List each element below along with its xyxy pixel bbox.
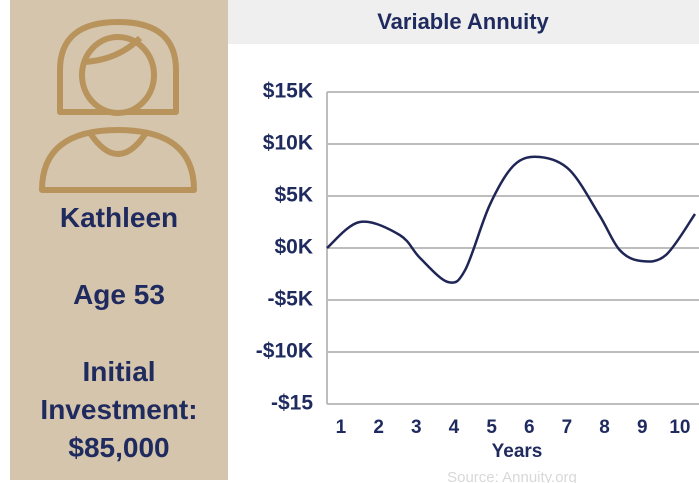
y-tick-label: $0K xyxy=(274,236,313,259)
x-tick-label: 4 xyxy=(449,417,460,438)
y-tick-label: $5K xyxy=(274,184,313,207)
x-tick-label: 3 xyxy=(411,417,422,438)
line xyxy=(326,155,697,284)
y-tick-label: -$10K xyxy=(256,340,313,363)
y-tick-label: $15K xyxy=(263,80,313,103)
investment-label: Initial Investment: xyxy=(40,356,198,425)
chart-title: Variable Annuity xyxy=(377,9,549,34)
x-tick-label: 6 xyxy=(524,417,535,438)
x-axis-label: Years xyxy=(492,441,543,462)
x-tick-label: 5 xyxy=(486,417,497,438)
x-tick-label: 9 xyxy=(637,417,648,438)
x-tick-label: 10 xyxy=(669,417,690,438)
y-tick-label: $10K xyxy=(263,132,313,155)
x-tick-label: 1 xyxy=(336,417,347,438)
name: Kathleen xyxy=(59,202,179,233)
x-tick-label: 8 xyxy=(599,417,610,438)
investment: $85,000 xyxy=(68,432,170,463)
source: Source: Annuity.org xyxy=(447,469,577,483)
age: Age 53 xyxy=(73,279,165,310)
x-tick-label: 2 xyxy=(373,417,384,438)
profile-panel: Kathleen Age 53 Initial Investment: $85,… xyxy=(10,0,228,480)
y-tick-label: -$15 xyxy=(271,392,313,415)
title-band xyxy=(228,0,699,44)
person-icon xyxy=(39,19,197,193)
x-tick-label: 7 xyxy=(562,417,573,438)
y-tick-label: -$5K xyxy=(267,288,313,311)
